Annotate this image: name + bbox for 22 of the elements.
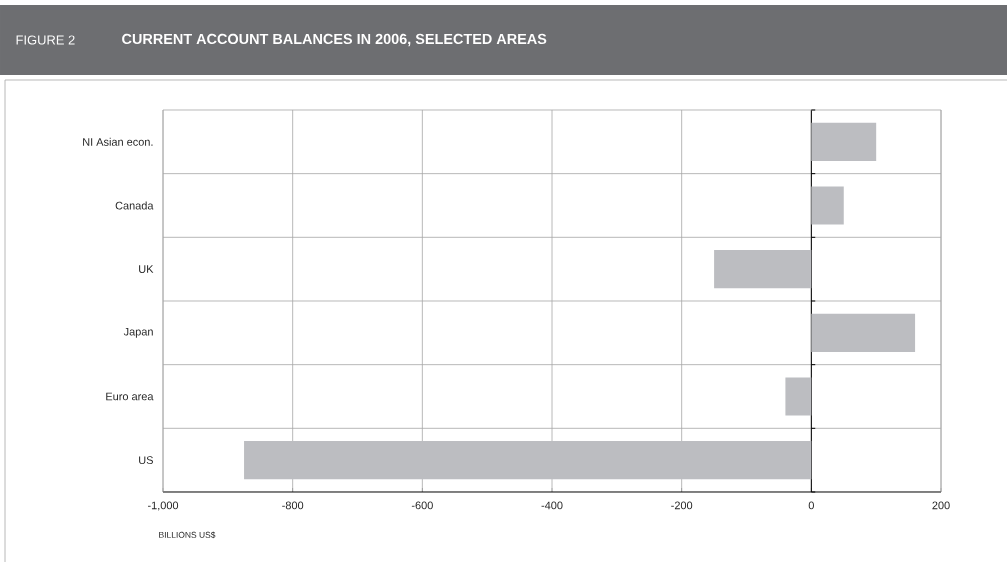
bar xyxy=(811,313,916,352)
text: FIGURE 2 xyxy=(16,35,75,45)
bar xyxy=(244,441,812,480)
x-axis-title: BILLIONS US$ xyxy=(159,531,216,539)
y-tick-label: US xyxy=(139,456,153,465)
y-tick-label: Japan xyxy=(123,327,153,338)
y-tick-label: UK xyxy=(139,265,154,273)
y-tick-label: NI Asian econ. xyxy=(83,137,153,146)
bar xyxy=(811,122,877,161)
x-tick-label: -200 xyxy=(671,501,693,510)
x-tick-label: -400 xyxy=(541,501,563,510)
x-tick-label: 0 xyxy=(808,501,814,510)
x-tick-label: -800 xyxy=(282,501,304,510)
bar xyxy=(714,250,812,289)
chart-title: CURRENT ACCOUNT BALANCES IN 2006, SELECTED AREAS xyxy=(122,33,547,47)
bar xyxy=(785,377,812,416)
y-tick-label: Canada xyxy=(115,201,154,210)
x-tick-label: -1,000 xyxy=(147,501,179,511)
x-tick-label: -600 xyxy=(411,501,433,510)
y-tick-label: Euro area xyxy=(106,392,154,401)
x-tick-label: 200 xyxy=(932,501,950,510)
bar xyxy=(811,186,844,225)
